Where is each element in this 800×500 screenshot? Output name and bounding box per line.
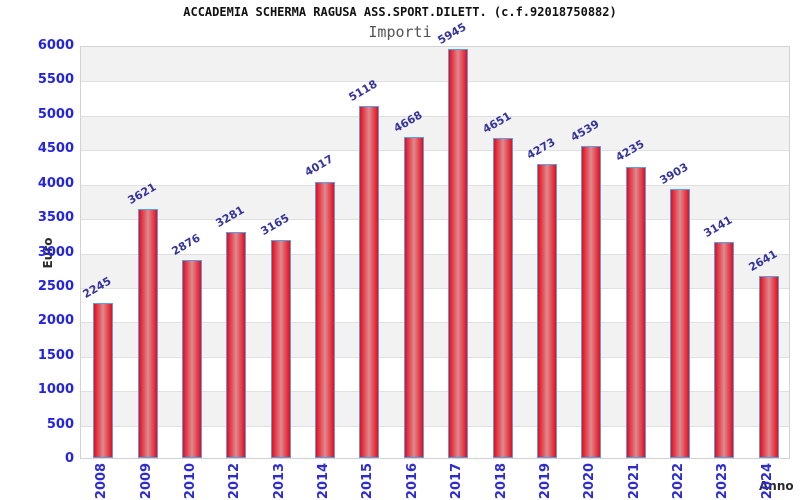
bar <box>403 136 424 458</box>
y-tick-label: 5500 <box>37 72 74 88</box>
x-tick-label: 2008 <box>94 462 110 500</box>
gridline <box>81 253 789 255</box>
x-tick-label: 2019 <box>537 462 553 500</box>
plot-area <box>80 46 790 459</box>
y-tick-label: 1500 <box>37 347 74 363</box>
bar <box>315 181 336 458</box>
bar <box>758 276 779 458</box>
x-tick-label: 2012 <box>227 462 243 500</box>
chart-subtitle: Importi <box>368 23 432 41</box>
x-axis-title: Anno <box>759 479 794 493</box>
x-tick-label: 2013 <box>271 462 287 500</box>
x-tick-label: 2021 <box>626 462 642 500</box>
gridline <box>81 287 789 289</box>
gridline <box>81 219 789 221</box>
y-tick-label: 4000 <box>37 175 74 191</box>
x-tick-label: 2014 <box>316 462 332 500</box>
chart-title: ACCADEMIA SCHERMA RAGUSA ASS.SPORT.DILET… <box>183 5 617 19</box>
y-tick-label: 6000 <box>37 38 74 53</box>
x-tick-label: 2024 <box>759 462 775 500</box>
y-tick-label: 500 <box>46 416 74 432</box>
y-tick-label: 3000 <box>37 244 74 260</box>
y-tick-label: 0 <box>64 451 74 466</box>
x-tick-label: 2023 <box>715 462 731 500</box>
x-tick-label: 2016 <box>404 462 420 500</box>
x-tick-label: 2020 <box>582 462 598 500</box>
plot-band <box>81 81 789 115</box>
gridline <box>81 425 789 427</box>
x-tick-label: 2009 <box>138 462 154 500</box>
bar <box>226 232 247 458</box>
x-tick-label: 2022 <box>671 462 687 500</box>
gridline <box>81 322 789 324</box>
bar <box>359 105 380 458</box>
bar <box>448 48 469 458</box>
bar <box>670 189 691 458</box>
bar <box>581 145 602 458</box>
x-tick-label: 2015 <box>360 462 376 500</box>
bar <box>536 163 557 458</box>
y-tick-label: 4500 <box>37 141 74 157</box>
x-tick-label: 2017 <box>449 462 465 500</box>
plot-band <box>81 115 789 151</box>
y-tick-label: 2000 <box>37 313 74 329</box>
gridline <box>81 356 789 358</box>
bar <box>270 240 291 458</box>
bar <box>714 241 735 458</box>
x-tick-label: 2018 <box>493 462 509 500</box>
gridline <box>81 184 789 186</box>
y-tick-label: 5000 <box>37 106 74 122</box>
bar <box>181 260 202 458</box>
bar <box>93 303 114 458</box>
y-tick-label: 1000 <box>37 382 74 398</box>
x-tick-label: 2010 <box>182 462 198 500</box>
bar <box>492 137 513 458</box>
plot-band <box>81 47 789 82</box>
gridline <box>81 150 789 152</box>
y-tick-label: 2500 <box>37 278 74 294</box>
bar <box>625 166 646 458</box>
y-tick-label: 3500 <box>37 210 74 226</box>
bar <box>137 208 158 458</box>
gridline <box>81 115 789 117</box>
gridline <box>81 391 789 393</box>
gridline <box>81 81 789 83</box>
